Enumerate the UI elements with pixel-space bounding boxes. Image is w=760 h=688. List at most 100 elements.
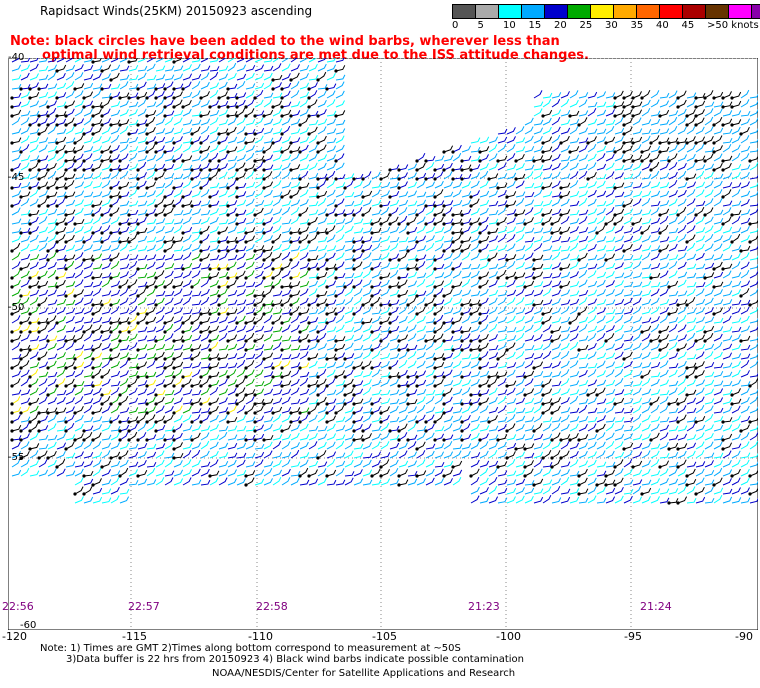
contamination-dot bbox=[433, 177, 437, 181]
wind-barb bbox=[362, 288, 372, 297]
wind-barb bbox=[434, 378, 444, 387]
contamination-dot bbox=[379, 276, 383, 280]
wind-barb bbox=[560, 397, 570, 405]
wind-barb bbox=[20, 227, 31, 234]
wind-barb bbox=[83, 254, 94, 261]
contamination-dot bbox=[46, 249, 50, 253]
wind-barb bbox=[542, 405, 552, 414]
wind-barb bbox=[272, 146, 283, 153]
wind-barb bbox=[344, 279, 354, 288]
wind-barb bbox=[308, 201, 319, 207]
wind-barb bbox=[668, 90, 678, 99]
wind-barb bbox=[317, 190, 328, 198]
wind-barb bbox=[614, 362, 625, 369]
wind-barb bbox=[596, 441, 606, 450]
wind-barb bbox=[236, 172, 246, 180]
contamination-dot bbox=[190, 348, 194, 352]
wind-barb bbox=[146, 434, 157, 441]
wind-barb bbox=[524, 480, 535, 486]
wind-barb bbox=[83, 262, 94, 270]
contamination-dot bbox=[199, 168, 203, 172]
wind-barb bbox=[29, 181, 40, 189]
wind-barb bbox=[569, 416, 580, 423]
wind-barb bbox=[317, 63, 327, 72]
contamination-dot bbox=[109, 303, 113, 307]
wind-barb bbox=[497, 441, 507, 450]
wind-barb bbox=[614, 288, 624, 297]
contamination-dot bbox=[577, 348, 581, 352]
wind-barb bbox=[38, 378, 48, 387]
wind-barb bbox=[335, 74, 346, 81]
wind-barb bbox=[542, 288, 552, 297]
contamination-dot bbox=[523, 393, 527, 397]
wind-barb bbox=[146, 371, 157, 378]
wind-barb bbox=[92, 407, 103, 414]
wind-barb bbox=[416, 432, 426, 441]
wind-barb bbox=[281, 58, 289, 63]
wind-barb bbox=[416, 254, 427, 261]
wind-barb bbox=[587, 333, 597, 342]
contamination-dot bbox=[253, 402, 257, 406]
wind-barb bbox=[569, 254, 580, 261]
contamination-dot bbox=[442, 474, 446, 478]
wind-barb bbox=[641, 378, 651, 387]
wind-barb bbox=[749, 190, 758, 198]
wind-barb bbox=[281, 324, 291, 333]
wind-barb bbox=[11, 469, 22, 477]
wind-barb bbox=[650, 443, 661, 450]
wind-barb bbox=[623, 216, 633, 225]
wind-barb bbox=[47, 281, 58, 288]
contamination-dot bbox=[37, 285, 41, 289]
wind-barb bbox=[281, 335, 292, 342]
wind-barb bbox=[74, 289, 84, 297]
wind-barb bbox=[245, 190, 256, 198]
contamination-dot bbox=[172, 411, 176, 415]
wind-barb bbox=[263, 281, 274, 288]
wind-barb bbox=[344, 334, 355, 342]
wind-barb bbox=[272, 171, 282, 180]
wind-barb bbox=[740, 164, 751, 171]
wind-barb bbox=[272, 118, 283, 126]
wind-barb bbox=[317, 154, 328, 162]
wind-barb bbox=[659, 109, 670, 117]
wind-barb bbox=[101, 317, 112, 324]
wind-barb bbox=[92, 316, 103, 324]
wind-barb bbox=[299, 73, 309, 81]
wind-barb bbox=[101, 136, 112, 144]
contamination-dot bbox=[172, 240, 176, 244]
wind-barb bbox=[569, 281, 580, 288]
wind-barb bbox=[623, 450, 633, 459]
contamination-dot bbox=[505, 348, 509, 352]
wind-barb bbox=[92, 263, 103, 270]
wind-barb bbox=[146, 388, 156, 396]
wind-barb bbox=[452, 360, 462, 369]
wind-barb bbox=[227, 200, 238, 207]
wind-barb bbox=[659, 190, 670, 198]
wind-barb bbox=[164, 127, 175, 135]
wind-barb bbox=[317, 99, 327, 108]
contamination-dot bbox=[316, 339, 320, 343]
wind-barb bbox=[101, 307, 112, 315]
wind-barb bbox=[137, 136, 148, 144]
wind-barb bbox=[182, 477, 192, 486]
contamination-dot bbox=[37, 411, 41, 415]
wind-barb bbox=[335, 324, 345, 333]
wind-barb bbox=[290, 110, 301, 117]
wind-barb bbox=[614, 334, 624, 342]
wind-barb bbox=[524, 468, 534, 477]
contamination-dot bbox=[694, 96, 698, 100]
wind-barb bbox=[38, 361, 49, 369]
wind-barb bbox=[497, 281, 508, 288]
wind-barb bbox=[623, 100, 633, 108]
contamination-dot bbox=[523, 465, 527, 469]
wind-barb bbox=[92, 306, 102, 315]
wind-barb bbox=[641, 298, 652, 306]
contamination-dot bbox=[235, 96, 239, 100]
wind-barb bbox=[713, 217, 724, 225]
wind-barb bbox=[470, 452, 481, 459]
wind-barb bbox=[398, 236, 409, 243]
wind-barb bbox=[335, 128, 346, 135]
contamination-dot bbox=[280, 114, 284, 118]
wind-barb bbox=[128, 423, 138, 432]
wind-barb bbox=[281, 136, 291, 144]
